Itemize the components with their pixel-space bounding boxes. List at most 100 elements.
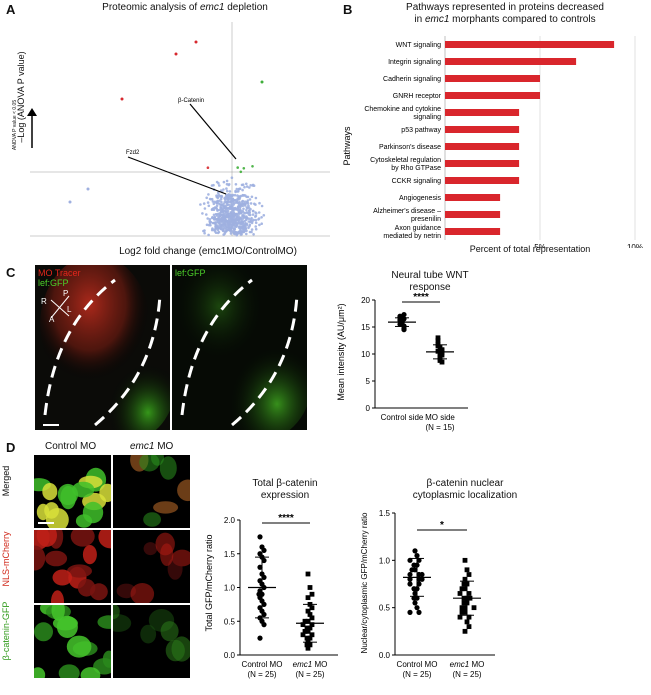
volcano-point bbox=[212, 202, 216, 206]
data-point bbox=[309, 615, 315, 621]
volcano-point bbox=[260, 204, 264, 208]
volcano-point bbox=[222, 204, 225, 208]
x-category-label: Control MO bbox=[242, 660, 283, 669]
volcano-point bbox=[236, 198, 240, 201]
volcano-point bbox=[224, 227, 228, 231]
up-arrow-icon bbox=[27, 108, 37, 148]
panel-a-label: A bbox=[6, 2, 16, 17]
volcano-point bbox=[251, 165, 254, 168]
data-point bbox=[411, 586, 417, 592]
cell-micrograph bbox=[113, 605, 190, 678]
panel-b-title: Pathways represented in proteins decreas… bbox=[406, 2, 604, 25]
volcano-point bbox=[247, 217, 251, 220]
volcano-point bbox=[222, 180, 226, 184]
volcano-point bbox=[214, 218, 217, 221]
volcano-point bbox=[230, 214, 234, 217]
data-point bbox=[466, 572, 472, 577]
volcano-point bbox=[205, 213, 208, 216]
data-point bbox=[304, 625, 310, 631]
pathway-label: Parkinson's disease bbox=[379, 144, 441, 151]
x-category-label: emc1 MO bbox=[293, 660, 328, 669]
data-point bbox=[411, 562, 417, 568]
volcano-point bbox=[223, 209, 226, 213]
cell-micrograph bbox=[113, 530, 190, 603]
data-point bbox=[437, 358, 443, 363]
volcano-point bbox=[244, 194, 247, 197]
pathway-label: CCKR signaling bbox=[392, 178, 442, 185]
x-category-label: MO side bbox=[425, 413, 455, 422]
lef-gfp-label: lef:GFP bbox=[38, 278, 69, 288]
data-point bbox=[300, 622, 306, 628]
volcano-point bbox=[257, 217, 261, 220]
volcano-point bbox=[246, 200, 249, 204]
volcano-point bbox=[174, 52, 178, 56]
data-point bbox=[416, 609, 422, 615]
volcano-point bbox=[254, 203, 257, 206]
pathway-label: Chemokine and cytokine signaling bbox=[364, 106, 441, 121]
pathway-label: Cadherin signaling bbox=[383, 76, 441, 83]
volcano-point bbox=[225, 189, 229, 193]
panel-b-xlabel: Percent of total representation bbox=[469, 244, 591, 254]
volcano-point bbox=[226, 222, 229, 225]
data-point bbox=[397, 314, 403, 320]
cell-micrograph bbox=[34, 455, 111, 528]
volcano-point bbox=[211, 200, 215, 203]
row-gfp-label: β-catenin-GFP bbox=[1, 601, 11, 661]
data-point bbox=[305, 628, 311, 634]
volcano-point bbox=[234, 190, 237, 194]
volcano-point bbox=[223, 218, 226, 222]
volcano-point bbox=[214, 226, 218, 229]
volcano-point bbox=[227, 228, 231, 232]
data-point bbox=[435, 335, 441, 341]
significance-stars: **** bbox=[413, 292, 429, 303]
volcano-point bbox=[257, 211, 261, 214]
pathway-bar bbox=[445, 194, 501, 201]
pathway-bar bbox=[445, 92, 540, 99]
data-point bbox=[305, 639, 311, 644]
n-label: (N = 25) bbox=[402, 670, 431, 679]
volcano-point bbox=[218, 184, 221, 187]
volcano-point bbox=[208, 197, 212, 201]
fzd2-annotation: Fzd2 bbox=[126, 150, 140, 156]
volcano-point bbox=[237, 205, 240, 208]
volcano-point bbox=[242, 207, 245, 211]
volcano-point bbox=[230, 197, 233, 200]
pathway-bar bbox=[445, 126, 520, 133]
data-point bbox=[435, 338, 441, 343]
data-point bbox=[461, 581, 467, 587]
data-point bbox=[471, 605, 477, 611]
panel-a-title: Proteomic analysis of emc1 depletion bbox=[102, 2, 268, 13]
volcano-point bbox=[250, 195, 254, 199]
volcano-point bbox=[223, 225, 226, 228]
data-point bbox=[461, 600, 467, 606]
y-tick-label: 0 bbox=[366, 404, 371, 413]
pathway-bar bbox=[445, 75, 540, 82]
volcano-point bbox=[245, 232, 248, 236]
volcano-point bbox=[241, 194, 245, 197]
volcano-point bbox=[203, 231, 206, 235]
volcano-points bbox=[68, 40, 266, 237]
volcano-point bbox=[227, 203, 230, 206]
pathway-bar bbox=[445, 109, 520, 116]
data-point bbox=[466, 614, 472, 620]
axis-l-label: L bbox=[67, 305, 72, 314]
volcano-point bbox=[248, 224, 251, 228]
data-point bbox=[261, 547, 267, 553]
pathway-bar bbox=[445, 58, 577, 65]
volcano-point bbox=[232, 218, 235, 222]
data-point bbox=[439, 348, 445, 354]
volcano-point bbox=[254, 225, 257, 228]
volcano-point bbox=[226, 214, 229, 218]
volcano-point bbox=[218, 203, 222, 206]
neural-tube-scatter: Mean intensity (AU/μm²) 0 5 10 15 20 **** Cont… bbox=[336, 292, 468, 432]
panel-b-label: B bbox=[343, 2, 353, 17]
row-mcherry-label: NLS-mCherry bbox=[1, 531, 11, 587]
data-point bbox=[407, 609, 413, 615]
y-tick-label: 5 bbox=[366, 377, 371, 386]
data-point bbox=[466, 591, 472, 596]
col-emc1-mo: emc1 MO bbox=[130, 441, 174, 452]
volcano-point bbox=[213, 230, 217, 233]
data-point bbox=[261, 611, 267, 618]
volcano-point bbox=[241, 202, 244, 206]
volcano-point bbox=[120, 97, 124, 101]
